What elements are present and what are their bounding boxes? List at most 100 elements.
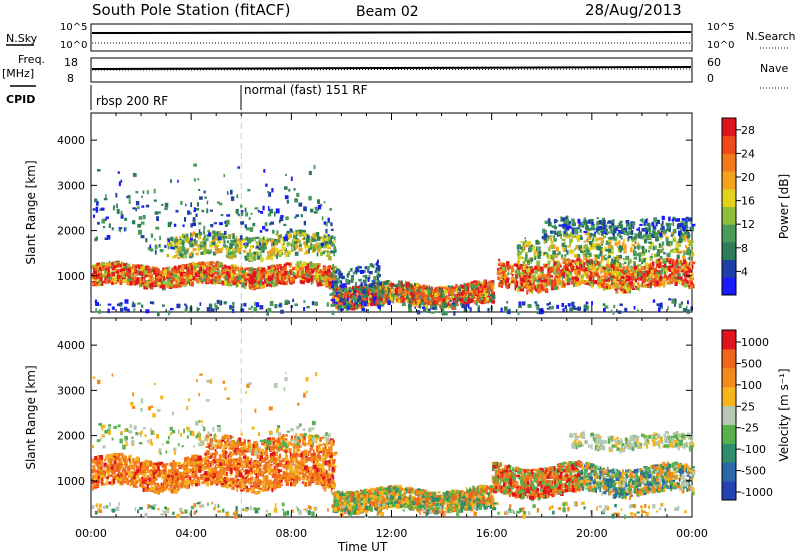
- echo-cell: [150, 248, 154, 252]
- echo-cell: [172, 240, 176, 243]
- echo-cell: [245, 267, 249, 271]
- echo-cell: [668, 252, 671, 257]
- echo-cell: [258, 242, 261, 246]
- echo-cell: [618, 275, 621, 280]
- echo-cell: [441, 297, 444, 301]
- echo-cell: [240, 221, 245, 225]
- echo-cell: [344, 291, 348, 297]
- echo-cell: [378, 281, 382, 287]
- echo-cell: [548, 275, 551, 281]
- echo-cell: [348, 270, 350, 276]
- echo-cell: [605, 263, 610, 268]
- echo-cell: [308, 195, 312, 201]
- echo-cell: [101, 266, 106, 270]
- echo-cell: [135, 265, 138, 269]
- echo-cell: [149, 244, 152, 249]
- echo-cell: [523, 274, 527, 277]
- echo-cell: [616, 282, 620, 287]
- echo-cell: [273, 278, 277, 282]
- echo-cell: [452, 297, 456, 301]
- echo-cell: [340, 293, 343, 298]
- echo-cell: [332, 276, 335, 281]
- echo-cell: [314, 207, 318, 211]
- echo-cell: [374, 289, 377, 293]
- echo-cell: [517, 249, 520, 254]
- echo-cell: [294, 275, 297, 278]
- echo-cell: [191, 232, 194, 238]
- echo-cell: [383, 282, 388, 285]
- echo-cell: [379, 286, 381, 292]
- echo-cell: [467, 282, 470, 286]
- echo-cell: [558, 279, 561, 282]
- echo-cell: [294, 251, 299, 256]
- echo-cell: [657, 271, 661, 275]
- echo-cell: [573, 269, 577, 275]
- echo-cell: [548, 271, 551, 276]
- echo-cell: [367, 277, 370, 282]
- echo-cell: [593, 254, 597, 257]
- echo-cell: [193, 207, 196, 213]
- echo-cell: [529, 273, 532, 278]
- echo-cell: [233, 239, 237, 243]
- echo-cell: [241, 282, 245, 288]
- echo-cell: [552, 250, 556, 255]
- echo-cell: [190, 243, 194, 248]
- echo-cell: [434, 305, 438, 311]
- echo-cell: [676, 278, 680, 282]
- echo-cell: [192, 217, 196, 222]
- echo-cell: [330, 228, 334, 231]
- echo-cell: [195, 252, 199, 256]
- echo-cell: [95, 206, 99, 212]
- echo-cell: [320, 270, 323, 276]
- echo-cell: [455, 283, 458, 289]
- echo-cell: [323, 277, 328, 281]
- echo-cell: [246, 258, 250, 261]
- echo-cell: [281, 280, 285, 283]
- echo-cell: [167, 272, 171, 276]
- echo-cell: [594, 254, 599, 259]
- echo-cell: [556, 233, 559, 237]
- echo-cell: [365, 266, 370, 270]
- echo-cell: [105, 275, 109, 280]
- echo-cell: [206, 234, 210, 238]
- echo-cell: [523, 275, 528, 280]
- echo-cell: [647, 266, 650, 271]
- echo-cell: [397, 294, 400, 297]
- echo-cell: [150, 282, 154, 288]
- echo-cell: [637, 242, 640, 246]
- echo-cell: [195, 213, 198, 217]
- echo-cell: [660, 269, 664, 275]
- echo-cell: [682, 268, 686, 272]
- echo-cell: [445, 299, 448, 304]
- echo-cell: [553, 263, 555, 268]
- echo-cell: [576, 237, 580, 242]
- echo-cell: [649, 233, 653, 237]
- echo-cell: [683, 278, 685, 283]
- echo-cell: [479, 299, 483, 304]
- echo-cell: [349, 291, 353, 296]
- echo-cell: [435, 301, 439, 306]
- echo-cell: [116, 208, 120, 214]
- echo-cell: [335, 270, 337, 274]
- echo-cell: [450, 302, 454, 308]
- echo-cell: [451, 289, 454, 295]
- echo-cell: [673, 261, 677, 265]
- echo-cell: [521, 277, 525, 282]
- echo-cell: [686, 248, 690, 253]
- echo-cell: [551, 266, 555, 269]
- echo-cell: [689, 249, 693, 254]
- echo-cell: [531, 244, 533, 247]
- echo-cell: [520, 285, 525, 289]
- echo-cell: [604, 273, 608, 279]
- echo-cell: [650, 280, 653, 285]
- echo-cell: [261, 240, 264, 246]
- echo-cell: [586, 238, 589, 242]
- echo-cell: [481, 300, 486, 303]
- echo-cell: [237, 241, 240, 246]
- echo-cell: [185, 203, 187, 207]
- echo-cell: [307, 263, 309, 268]
- echo-cell: [661, 247, 664, 252]
- echo-cell: [308, 268, 312, 271]
- echo-cell: [485, 295, 488, 300]
- echo-cell: [229, 243, 233, 248]
